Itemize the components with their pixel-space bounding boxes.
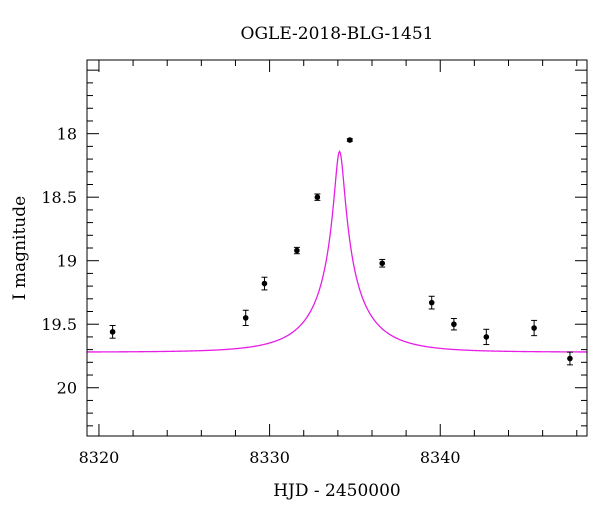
x-axis-label: HJD - 2450000 [273, 481, 401, 501]
data-point [567, 355, 573, 362]
tick-labels: 8320 8330 8340 18 18.5 19 19.5 20 [41, 125, 460, 467]
y-tick-label: 19.5 [41, 315, 77, 334]
y-axis-label: I magnitude [10, 196, 30, 300]
data-point [242, 315, 249, 321]
data-point [531, 325, 537, 331]
data-point [379, 260, 386, 267]
data-point [346, 137, 353, 143]
plot-frame [86, 59, 588, 437]
x-tick-label: 8340 [420, 448, 461, 467]
x-tick-label: 8330 [249, 448, 290, 467]
data-point [294, 247, 300, 254]
data-point [483, 334, 490, 340]
chart-title: OGLE-2018-BLG-1451 [241, 24, 434, 44]
y-tick-label: 18 [57, 125, 77, 144]
axis-ticks [87, 60, 587, 436]
data-points [109, 137, 573, 366]
data-point [428, 299, 435, 306]
y-tick-label: 19 [57, 252, 77, 271]
x-tick-label: 8320 [79, 448, 120, 467]
data-point [451, 321, 457, 328]
y-tick-label: 18.5 [41, 188, 77, 207]
model-curve [87, 149, 588, 353]
data-point [314, 194, 321, 200]
y-tick-label: 20 [57, 379, 77, 398]
data-point [261, 280, 268, 287]
data-point [109, 329, 116, 335]
